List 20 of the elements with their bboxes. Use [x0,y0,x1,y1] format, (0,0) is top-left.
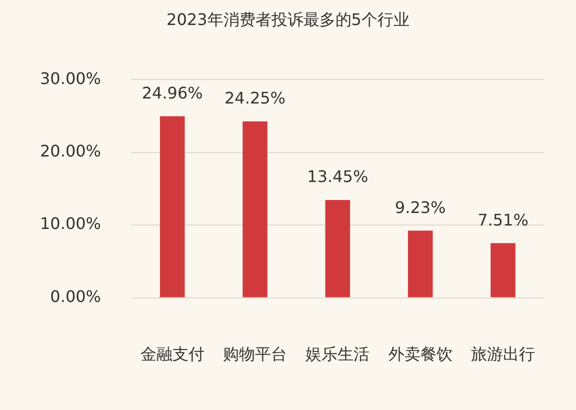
data-label: 24.96% [142,83,203,102]
y-tick-label: 20.00% [40,141,102,160]
data-label: 7.51% [478,210,528,230]
x-tick-label: 外卖餐饮 [388,344,452,364]
bar [242,121,268,298]
x-tick-label: 购物平台 [223,344,288,364]
data-label: 24.25% [224,88,286,108]
y-tick-label: 30.00% [40,68,102,88]
x-tick-label: 旅游出行 [471,344,535,364]
y-tick-label: 10.00% [40,214,102,234]
bar [490,243,516,298]
chart-title: 2023年消费者投诉最多的5个行业 [166,10,410,31]
x-tick-label: 娱乐生活 [306,344,370,364]
bar [160,116,185,298]
bar [325,200,350,298]
data-label: 13.45% [307,167,368,186]
y-tick-label: 0.00% [50,286,102,306]
data-label: 9.23% [394,198,446,217]
bar [408,230,433,298]
x-tick-label: 金融支付 [140,344,204,364]
